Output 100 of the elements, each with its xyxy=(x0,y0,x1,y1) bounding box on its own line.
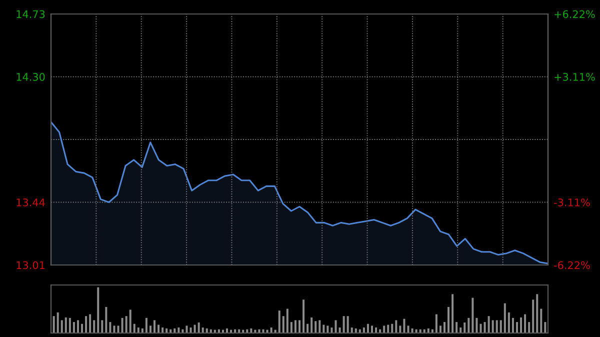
y2-tick-label: -3.11% xyxy=(554,198,590,206)
bar xyxy=(407,326,410,333)
bar xyxy=(145,318,148,333)
bar xyxy=(439,326,442,333)
bar xyxy=(362,328,365,333)
bar xyxy=(544,322,546,333)
bar xyxy=(72,322,75,333)
bar xyxy=(540,308,542,333)
bar xyxy=(399,326,402,333)
bar xyxy=(500,320,502,333)
y-tick-label: 13.44 xyxy=(16,198,45,206)
bar xyxy=(186,326,188,333)
bar xyxy=(294,320,296,333)
bar xyxy=(149,326,152,333)
bar xyxy=(290,322,292,333)
bar xyxy=(198,322,200,333)
bar xyxy=(52,316,55,333)
bar xyxy=(370,326,374,333)
bar xyxy=(302,300,305,333)
bar xyxy=(56,312,59,333)
bar xyxy=(158,324,160,333)
bar xyxy=(334,320,337,333)
bar xyxy=(306,324,309,333)
bar xyxy=(484,322,486,333)
bar xyxy=(298,320,301,333)
bar xyxy=(472,298,474,333)
bar xyxy=(346,316,349,333)
bar xyxy=(282,316,284,333)
bar xyxy=(448,306,450,333)
bar xyxy=(262,329,264,333)
bar xyxy=(496,320,498,333)
y2-tick-label: -6.22% xyxy=(554,261,590,270)
bar xyxy=(338,328,341,333)
bar xyxy=(154,320,156,333)
bar xyxy=(464,322,466,333)
bar xyxy=(194,324,196,333)
bar xyxy=(326,326,329,333)
bar xyxy=(314,321,317,333)
bar xyxy=(375,328,378,333)
bar xyxy=(117,326,120,333)
bar xyxy=(137,328,140,333)
y-tick-label: 13.01 xyxy=(16,261,44,270)
bar xyxy=(190,328,192,333)
bar xyxy=(270,328,272,333)
bar xyxy=(395,320,398,333)
bar xyxy=(508,312,510,333)
bar xyxy=(64,317,67,333)
bar xyxy=(129,310,132,333)
bar xyxy=(403,318,406,333)
bar xyxy=(524,314,526,333)
bar xyxy=(387,324,390,333)
bar xyxy=(202,328,204,333)
y-tick-label: 14.30 xyxy=(16,72,45,81)
bar xyxy=(162,328,164,333)
bar xyxy=(476,318,478,333)
bar xyxy=(435,314,438,333)
bar xyxy=(76,320,79,333)
bar xyxy=(105,306,108,333)
bar xyxy=(125,316,128,333)
bar xyxy=(133,324,136,333)
bar xyxy=(480,324,482,333)
bar xyxy=(109,322,112,333)
bar xyxy=(492,320,494,333)
bar xyxy=(318,320,321,333)
bar xyxy=(278,310,280,333)
bar xyxy=(101,320,104,333)
bar xyxy=(391,324,394,333)
bar xyxy=(512,318,514,333)
bar xyxy=(452,294,454,333)
bar xyxy=(60,320,63,333)
bar xyxy=(97,287,100,333)
bar xyxy=(68,318,71,333)
y2-tick-label: +3.11% xyxy=(554,72,595,81)
bar xyxy=(383,326,386,333)
bar xyxy=(366,324,369,333)
bar xyxy=(342,316,345,333)
bar xyxy=(532,300,534,333)
bar xyxy=(520,317,522,333)
bar xyxy=(330,328,333,333)
bar xyxy=(350,328,353,333)
bar xyxy=(89,314,92,333)
bar xyxy=(456,322,458,333)
bar xyxy=(528,322,530,333)
bar xyxy=(468,318,470,333)
bar xyxy=(443,322,446,333)
y-tick-label: 14.73 xyxy=(16,10,45,18)
bar xyxy=(81,324,84,333)
bar xyxy=(121,318,124,333)
bar xyxy=(113,326,116,333)
bar xyxy=(322,324,325,333)
y2-tick-label: +6.22% xyxy=(554,10,595,18)
bar xyxy=(488,316,490,333)
bar xyxy=(536,294,538,333)
bar xyxy=(286,308,288,333)
bar xyxy=(178,328,180,333)
bar xyxy=(85,316,88,333)
bar xyxy=(504,303,506,333)
bar xyxy=(460,328,462,333)
bar xyxy=(516,322,518,333)
bar xyxy=(310,317,313,333)
